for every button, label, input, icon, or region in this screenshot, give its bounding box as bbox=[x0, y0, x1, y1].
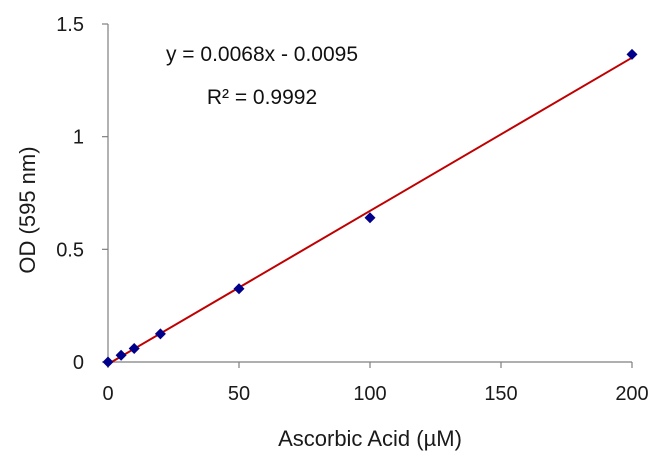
data-point bbox=[128, 342, 140, 354]
plot-area bbox=[102, 23, 638, 368]
y-tick-label: 0.5 bbox=[56, 239, 84, 261]
trendline bbox=[107, 56, 633, 366]
x-tick-label: 50 bbox=[228, 383, 250, 405]
tick-labels: 0 0.5 1 1.5 0 50 100 150 200 bbox=[56, 14, 649, 405]
data-point bbox=[364, 212, 376, 224]
r-squared-label: R² = 0.9992 bbox=[207, 86, 317, 109]
y-tick-label: 1.5 bbox=[56, 14, 84, 36]
x-tick-label: 200 bbox=[615, 383, 648, 405]
data-point bbox=[233, 283, 245, 295]
x-tick-label: 100 bbox=[353, 383, 386, 405]
y-tick-label: 0 bbox=[73, 352, 84, 374]
x-tick-label: 0 bbox=[102, 383, 113, 405]
trendline-equation: y = 0.0068x - 0.0095 bbox=[166, 43, 358, 66]
x-tick-label: 150 bbox=[484, 383, 517, 405]
x-axis-title: Ascorbic Acid (µM) bbox=[278, 426, 462, 451]
data-point bbox=[626, 48, 638, 60]
y-axis-title: OD (595 nm) bbox=[15, 146, 40, 273]
data-point bbox=[102, 356, 114, 368]
y-tick-label: 1 bbox=[73, 127, 84, 149]
data-point bbox=[115, 349, 127, 361]
data-point bbox=[154, 328, 166, 340]
